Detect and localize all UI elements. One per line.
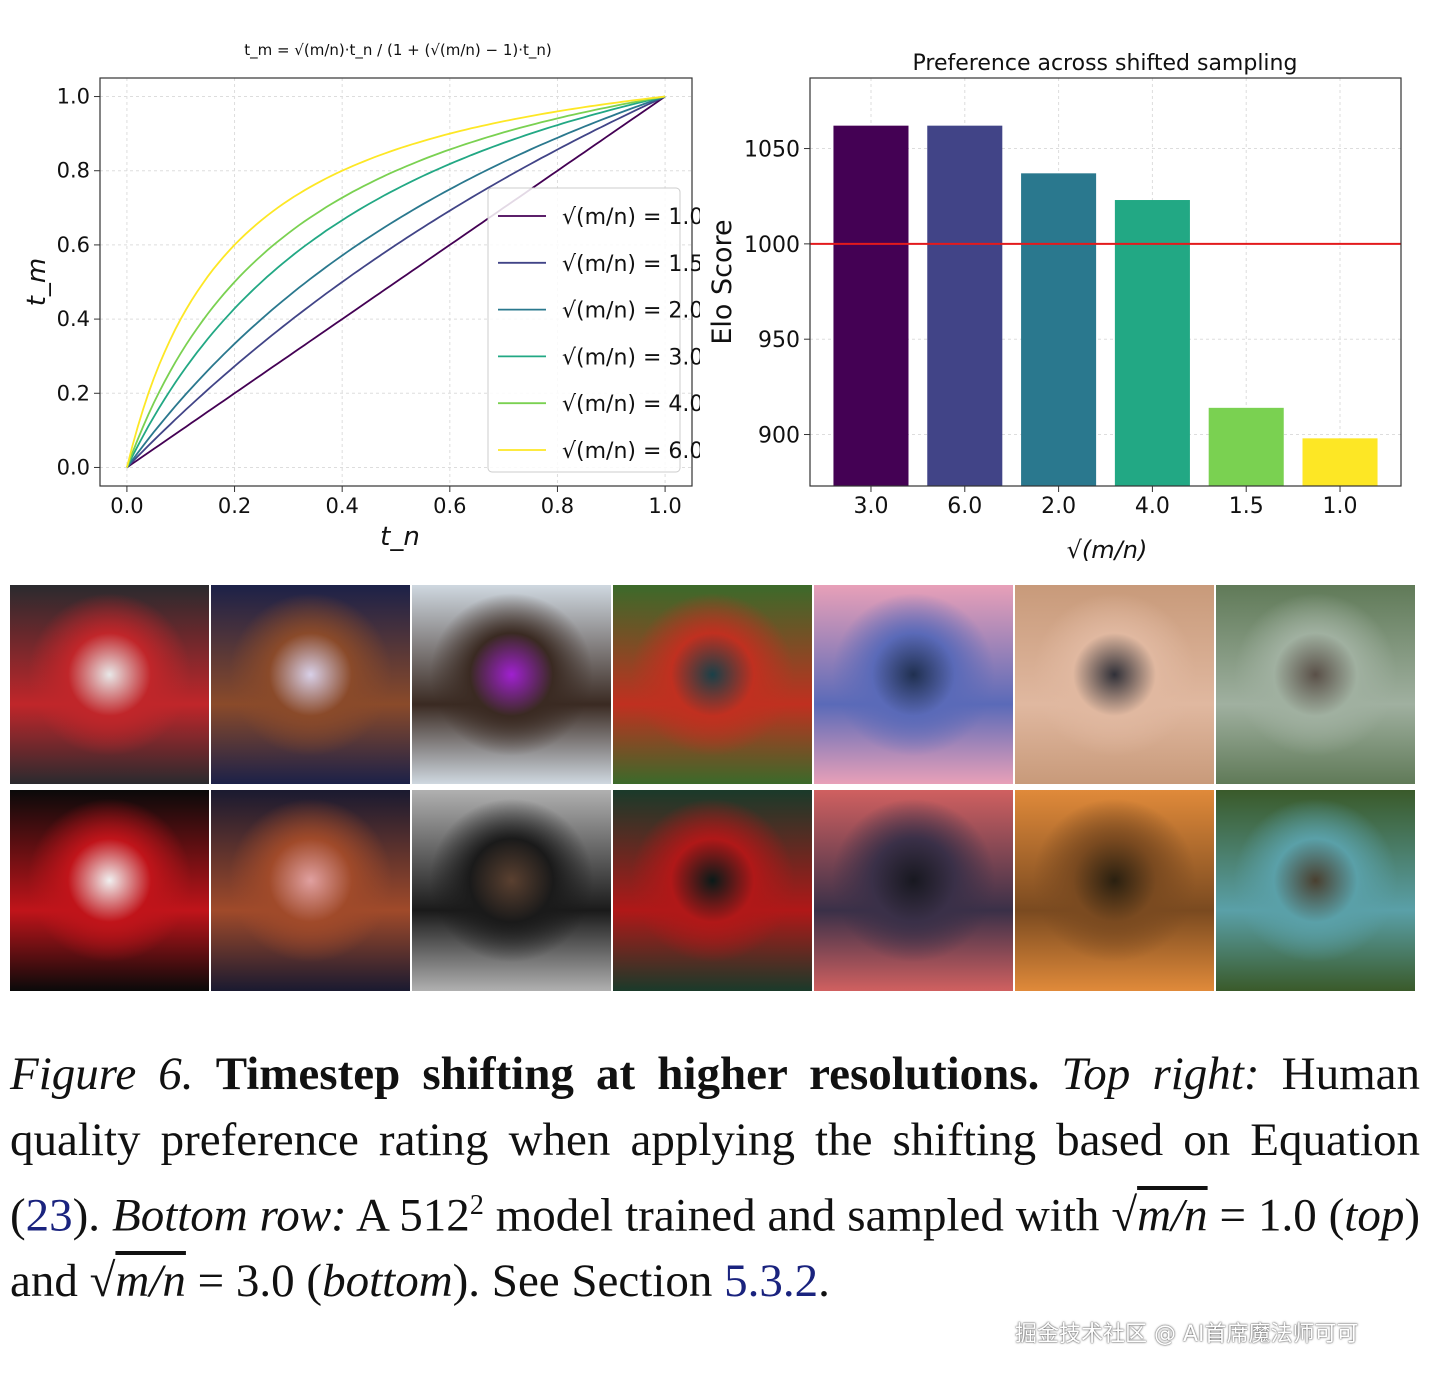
y-tick-label: 1000 xyxy=(744,233,800,258)
caption-text: ). See Section xyxy=(452,1255,725,1308)
sample-image xyxy=(211,585,410,784)
sample-image xyxy=(613,790,812,991)
y-axis-label: Elo Score xyxy=(707,219,738,344)
y-tick-label: 0.8 xyxy=(57,159,90,183)
sample-image xyxy=(412,790,611,991)
x-tick-label: 0.2 xyxy=(218,494,251,518)
legend-label: √(m/n) = 6.0 xyxy=(562,439,700,464)
sample-image xyxy=(814,585,1013,784)
bar xyxy=(833,125,909,487)
elo-preference-bar-chart: 900 950 1000 1050 3.0 6.0 2.0 4.0 1.5 1.0 Preferen… xyxy=(707,51,1402,564)
section-link[interactable]: 5.3.2 xyxy=(724,1255,819,1308)
legend-label: √(m/n) = 2.0 xyxy=(562,299,700,324)
series-line xyxy=(126,95,666,468)
x-tick-label: 4.0 xyxy=(1135,494,1170,519)
watermark: 掘金技术社区 @ AI首席魔法师可可 xyxy=(1015,1322,1359,1347)
caption-text: = 3.0 ( xyxy=(185,1255,323,1308)
timestep-shift-line-chart: 0.0 0.2 0.4 0.6 0.8 1.0 0.0 0.2 0.4 0.6 0.8 1.0 √(m/… xyxy=(22,41,700,552)
series-line xyxy=(126,95,666,469)
sample-image xyxy=(1216,790,1415,991)
caption-text: model trained and sampled with xyxy=(483,1189,1112,1242)
caption-text: bottom xyxy=(322,1255,453,1308)
sqrt-expression: √m/n xyxy=(89,1255,186,1308)
sqrt-expression: √m/n xyxy=(1111,1189,1208,1242)
series-line xyxy=(126,95,666,469)
caption-title: Timestep shifting at higher resolutions. xyxy=(215,1048,1040,1100)
x-tick-label: 0.4 xyxy=(325,494,358,518)
sample-image xyxy=(1015,585,1214,784)
chart-title: t_m = √(m/n)·t_n / (1 + (√(m/n) − 1)·t_n… xyxy=(244,41,552,60)
x-tick-label: 6.0 xyxy=(947,494,982,519)
series-line xyxy=(126,95,666,468)
caption-text: = 1.0 ( xyxy=(1207,1189,1345,1242)
legend-label: √(m/n) = 1.0 xyxy=(562,205,700,230)
sqrt-radicand: m/n xyxy=(115,1255,186,1308)
bar xyxy=(1114,200,1190,487)
legend-label: √(m/n) = 4.0 xyxy=(562,392,700,417)
y-tick-label: 0.2 xyxy=(57,381,90,405)
caption-text: ). xyxy=(72,1189,101,1242)
legend-label: √(m/n) = 1.5 xyxy=(562,252,700,277)
legend-box xyxy=(487,187,681,473)
series-line xyxy=(126,95,666,469)
x-tick-label: 0.6 xyxy=(433,494,466,518)
top-right-label: Top right: xyxy=(1061,1048,1260,1100)
y-tick-label: 1.0 xyxy=(57,85,90,109)
x-tick-label: 1.5 xyxy=(1229,494,1264,519)
chart-title: Preference across shifted sampling xyxy=(913,51,1298,76)
sample-image xyxy=(10,790,209,991)
sample-image xyxy=(1216,585,1415,784)
figure-label: Figure 6. xyxy=(10,1048,194,1100)
caption-text: . xyxy=(818,1255,830,1308)
y-tick-label: 900 xyxy=(758,424,800,449)
y-tick-label: 0.0 xyxy=(57,455,90,479)
sample-image xyxy=(211,790,410,991)
sample-images-top-row xyxy=(10,585,1415,784)
x-tick-label: 3.0 xyxy=(853,494,888,519)
plot-frame xyxy=(99,77,693,487)
y-axis-label: t_m xyxy=(22,258,52,307)
x-axis-label: √(m/n) xyxy=(1067,536,1148,564)
x-tick-label: 0.8 xyxy=(541,494,574,518)
x-axis-label: t_n xyxy=(380,522,420,552)
sample-images-bottom-row xyxy=(10,790,1415,991)
sample-image xyxy=(814,790,1013,991)
y-tick-label: 1050 xyxy=(744,138,800,163)
sample-image xyxy=(10,585,209,784)
sample-image xyxy=(412,585,611,784)
caption-text: ) and xyxy=(10,1189,1420,1308)
x-tick-label: 1.0 xyxy=(648,494,681,518)
caption-text: Human quality preference rating when app… xyxy=(10,1048,1421,1242)
caption-text: top xyxy=(1344,1189,1405,1242)
y-tick-label: 0.4 xyxy=(57,307,90,331)
equation-link[interactable]: 23 xyxy=(25,1189,73,1242)
sample-image xyxy=(1015,790,1214,991)
plot-frame xyxy=(809,77,1402,487)
bar xyxy=(1021,173,1097,487)
sqrt-radicand: m/n xyxy=(1137,1189,1208,1242)
y-tick-label: 0.6 xyxy=(57,233,90,257)
x-tick-label: 1.0 xyxy=(1323,494,1358,519)
bottom-row-label: Bottom row: xyxy=(111,1189,347,1242)
caption-text: A 512 xyxy=(356,1189,470,1242)
legend-label: √(m/n) = 3.0 xyxy=(562,345,700,370)
bar xyxy=(1302,438,1378,486)
series-line xyxy=(126,95,666,468)
legend: √(m/n) = 1.0 √(m/n) = 1.5 √(m/n) = 2.0 √(m/… xyxy=(487,187,700,473)
figure-caption: Figure 6. Timestep shifting at higher re… xyxy=(10,1042,1420,1315)
x-tick-label: 0.0 xyxy=(110,494,143,518)
x-tick-label: 2.0 xyxy=(1041,494,1076,519)
sample-image xyxy=(613,585,812,784)
y-tick-label: 950 xyxy=(758,328,800,353)
bar xyxy=(927,125,1003,487)
bar xyxy=(1208,407,1284,486)
superscript: 2 xyxy=(469,1190,484,1221)
